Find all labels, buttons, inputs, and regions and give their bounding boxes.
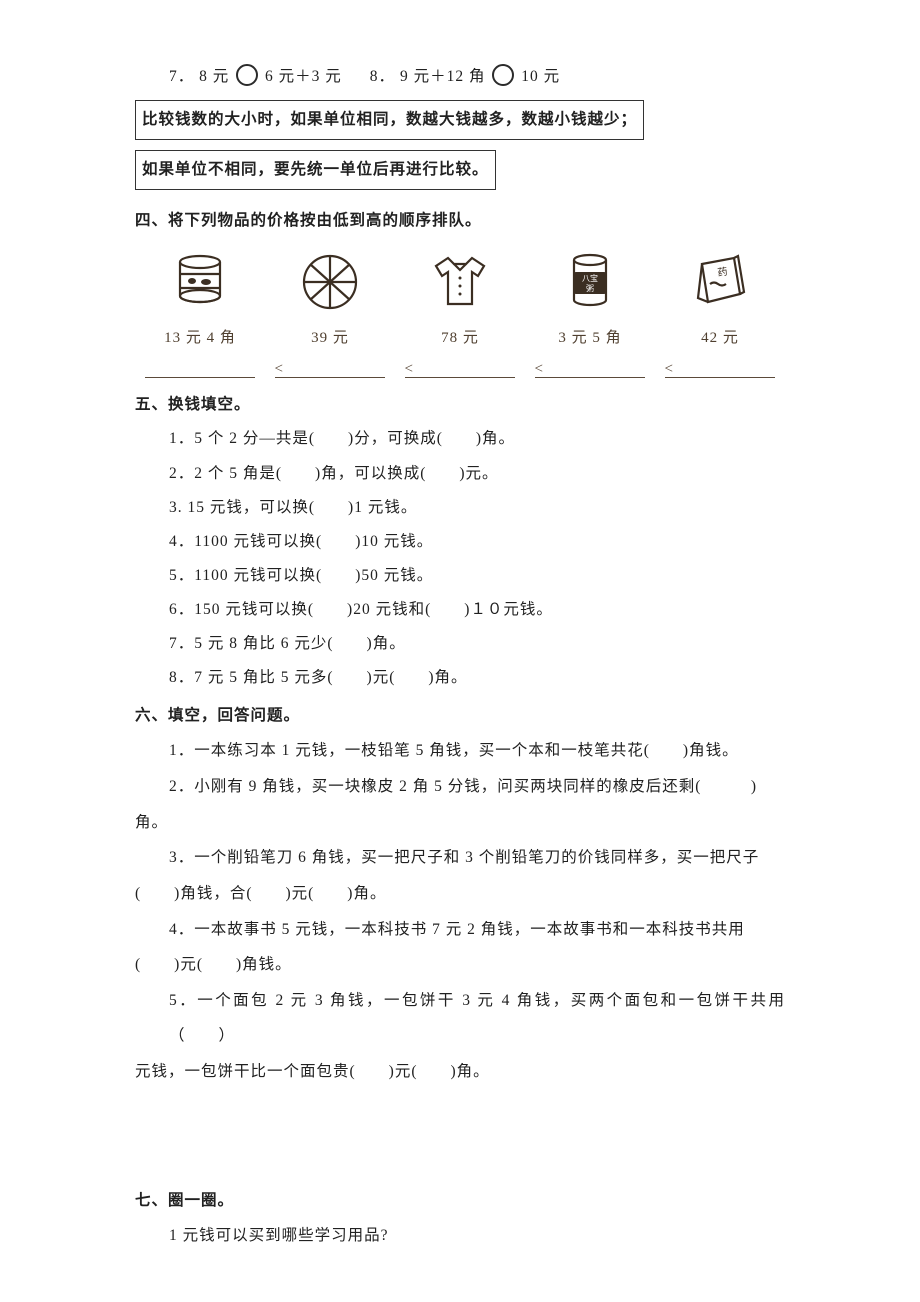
worksheet-page: 7． 8 元 6 元＋3 元 8． 9 元＋12 角 10 元 比较钱数的大小时… <box>0 0 920 1302</box>
q6-1: 1．一本练习本 1 元钱，一枝铅笔 5 角钱，买一个本和一枝笔共花( )角钱。 <box>169 733 785 769</box>
section-5-title: 五、换钱填空。 <box>135 388 785 422</box>
item-jar: 八宝 粥 3 元 5 角 <box>535 246 645 355</box>
q7-number: 7． <box>169 68 194 85</box>
section-6-body: 1．一本练习本 1 元钱，一枝铅笔 5 角钱，买一个本和一枝笔共花( )角钱。 … <box>135 733 785 1089</box>
jar-icon: 八宝 粥 <box>554 246 626 318</box>
q5-7: 7．5 元 8 角比 6 元少( )角。 <box>169 627 785 661</box>
blank-slot[interactable]: < <box>535 361 645 378</box>
compare-circle[interactable] <box>236 64 258 86</box>
shirt-icon <box>424 246 496 318</box>
q5-6: 6．150 元钱可以换( )20 元钱和( )１０元钱。 <box>169 593 785 627</box>
svg-text:粥: 粥 <box>586 283 594 293</box>
item-label: 39 元 <box>311 322 349 355</box>
rule-line-1: 比较钱数的大小时，如果单位相同，数越大钱越多，数越小钱越少； <box>135 100 644 140</box>
book-icon: 药 <box>684 246 756 318</box>
item-label: 78 元 <box>441 322 479 355</box>
q8-left: 9 元＋12 角 <box>400 68 486 85</box>
section-7-title: 七、圈一圈。 <box>135 1184 785 1218</box>
item-ball: 39 元 <box>275 246 385 355</box>
svg-text:八宝: 八宝 <box>582 273 598 283</box>
q5-1: 1．5 个 2 分—共是( )分，可换成( )角。 <box>169 422 785 456</box>
q5-4: 4．1100 元钱可以换( )10 元钱。 <box>169 525 785 559</box>
q5-3: 3. 15 元钱，可以换( )1 元钱。 <box>169 491 785 525</box>
blank-slot[interactable]: < <box>275 361 385 378</box>
blank-slot[interactable]: < <box>405 361 515 378</box>
blank-slot[interactable]: < <box>145 361 255 378</box>
items-row: 13 元 4 角 39 元 78 元 <box>145 246 775 355</box>
q6-5b: 元钱，一包饼干比一个面包贵( )元( )角。 <box>135 1054 785 1090</box>
q6-4: 4．一本故事书 5 元钱，一本科技书 7 元 2 角钱，一本故事书和一本科技书共… <box>169 912 785 948</box>
q8: 8． 9 元＋12 角 10 元 <box>370 60 560 94</box>
item-label: 42 元 <box>701 322 739 355</box>
blank-slot[interactable] <box>665 361 775 378</box>
q6-3b: ( )角钱，合( )元( )角。 <box>135 876 785 912</box>
q5-8: 8．7 元 5 角比 5 元多( )元( )角。 <box>169 661 785 695</box>
q6-3: 3．一个削铅笔刀 6 角钱，买一把尺子和 3 个削铅笔刀的价钱同样多，买一把尺子 <box>169 840 785 876</box>
rule-box: 比较钱数的大小时，如果单位相同，数越大钱越多，数越小钱越少； 如果单位不相同，要… <box>135 100 785 200</box>
svg-text:药: 药 <box>717 266 729 279</box>
q8-number: 8． <box>370 68 395 85</box>
item-label: 3 元 5 角 <box>558 322 621 355</box>
q6-5: 5．一个面包 2 元 3 角钱，一包饼干 3 元 4 角钱，买两个面包和一包饼干… <box>169 983 785 1054</box>
q8-right: 10 元 <box>521 68 560 85</box>
item-can: 13 元 4 角 <box>145 246 255 355</box>
item-label: 13 元 4 角 <box>164 322 236 355</box>
item-book: 药 42 元 <box>665 246 775 355</box>
compare-circle[interactable] <box>492 64 514 86</box>
ordering-blanks: < < < < <box>145 361 775 378</box>
section-4-title: 四、将下列物品的价格按由低到高的顺序排队。 <box>135 204 785 238</box>
q7-left: 8 元 <box>199 68 229 85</box>
q7: 7． 8 元 6 元＋3 元 <box>169 60 342 94</box>
comparison-exercises: 7． 8 元 6 元＋3 元 8． 9 元＋12 角 10 元 <box>169 60 785 94</box>
q6-2: 2．小刚有 9 角钱，买一块橡皮 2 角 5 分钱，问买两块同样的橡皮后还剩( … <box>169 769 785 805</box>
q6-4b: ( )元( )角钱。 <box>135 947 785 983</box>
q5-5: 5．1100 元钱可以换( )50 元钱。 <box>169 559 785 593</box>
q7-text: 1 元钱可以买到哪些学习用品? <box>169 1218 785 1254</box>
ball-icon <box>294 246 366 318</box>
q5-2: 2．2 个 5 角是( )角，可以换成( )元。 <box>169 457 785 491</box>
q6-2b: 角。 <box>135 805 785 841</box>
item-shirt: 78 元 <box>405 246 515 355</box>
rule-line-2: 如果单位不相同，要先统一单位后再进行比较。 <box>135 150 496 190</box>
section-6-title: 六、填空，回答问题。 <box>135 699 785 733</box>
section-5-list: 1．5 个 2 分—共是( )分，可换成( )角。 2．2 个 5 角是( )角… <box>169 422 785 695</box>
q7-right: 6 元＋3 元 <box>265 68 342 85</box>
can-icon <box>164 246 236 318</box>
